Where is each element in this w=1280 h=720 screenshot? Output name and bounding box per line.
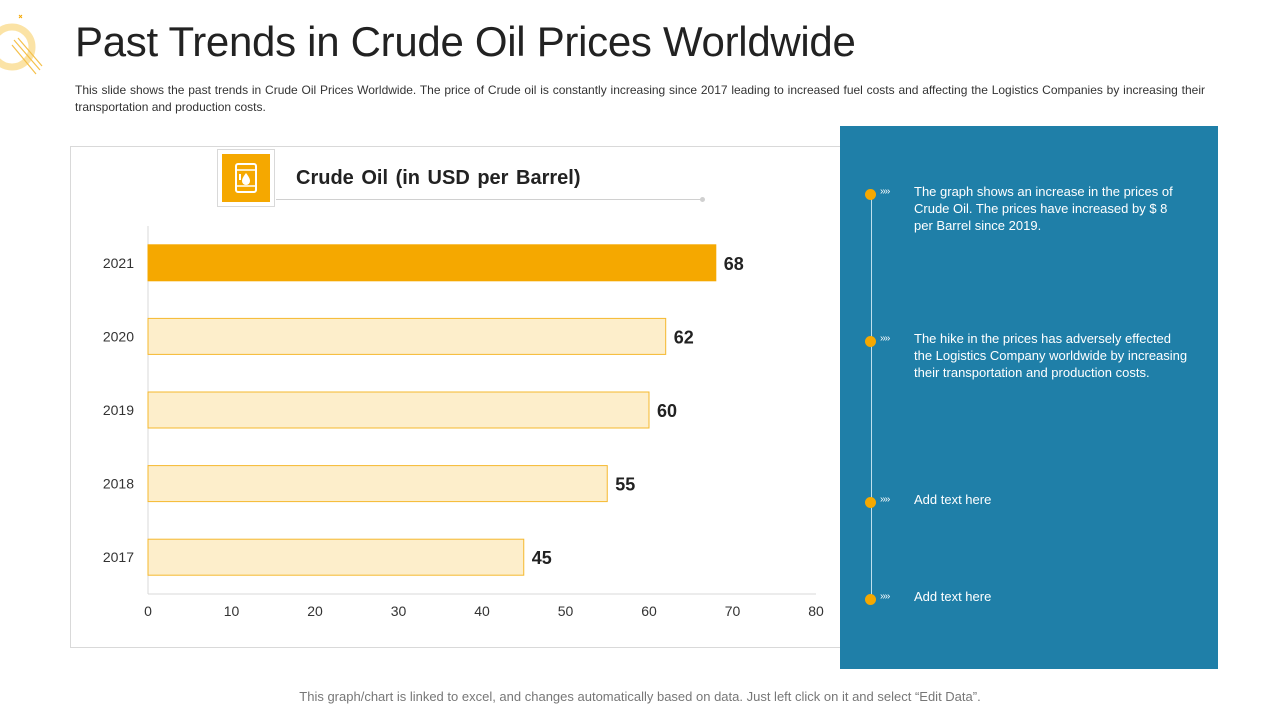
y-tick-label: 2017 — [103, 549, 134, 565]
bar-chart: 0 10 20 30 40 50 60 70 80 2021 68 2020 62 2019 60 2018 5… — [103, 226, 824, 619]
x-tick-label: 10 — [224, 603, 240, 619]
y-tick-label: 2018 — [103, 476, 134, 492]
data-label: 62 — [674, 327, 694, 347]
arrows-icon: ›››› — [880, 494, 890, 505]
x-tick-label: 80 — [808, 603, 824, 619]
timeline-dot — [865, 497, 876, 508]
timeline-text: Add text here — [914, 492, 992, 507]
data-label: 55 — [615, 475, 635, 495]
bar — [147, 317, 667, 355]
y-tick-label: 2020 — [103, 328, 134, 344]
page-title: Past Trends in Crude Oil Prices Worldwid… — [75, 18, 856, 65]
arrows-icon: ›››› — [880, 333, 890, 344]
x-tick-label: 40 — [474, 603, 490, 619]
arrows-icon: ›››› — [880, 591, 890, 602]
slide-description: This slide shows the past trends in Crud… — [75, 83, 1205, 114]
chart-title-dot — [700, 197, 705, 202]
side-panel — [840, 126, 1218, 669]
x-tick-label: 70 — [725, 603, 741, 619]
data-label: 45 — [532, 548, 552, 568]
footer-note: This graph/chart is linked to excel, and… — [299, 689, 981, 704]
bar — [147, 391, 650, 429]
bar — [147, 244, 717, 282]
bar — [147, 538, 525, 576]
timeline-dot — [865, 189, 876, 200]
arrows-icon: ›››› — [880, 186, 890, 197]
x-tick-label: 20 — [307, 603, 323, 619]
bar — [147, 465, 608, 503]
chart-title-rule — [276, 199, 702, 200]
timeline-dot — [865, 336, 876, 347]
x-tick-label: 50 — [558, 603, 574, 619]
ring-logo-icon — [0, 14, 43, 75]
timeline-text: The graph shows an increase in the price… — [914, 184, 1173, 233]
x-tick-label: 0 — [144, 603, 152, 619]
chart-icon-box — [217, 149, 275, 207]
x-tick-label: 60 — [641, 603, 657, 619]
data-label: 68 — [724, 254, 744, 274]
y-tick-label: 2019 — [103, 402, 134, 418]
x-tick-label: 30 — [391, 603, 407, 619]
y-tick-label: 2021 — [103, 255, 134, 271]
timeline-dot — [865, 594, 876, 605]
timeline-text: Add text here — [914, 589, 992, 604]
timeline-line — [871, 194, 872, 600]
timeline-text: The hike in the prices has adversely eff… — [914, 331, 1188, 380]
chart-title: Crude Oil (in USD per Barrel) — [296, 167, 581, 189]
data-label: 60 — [657, 401, 677, 421]
oil-barrel-icon — [235, 163, 257, 193]
